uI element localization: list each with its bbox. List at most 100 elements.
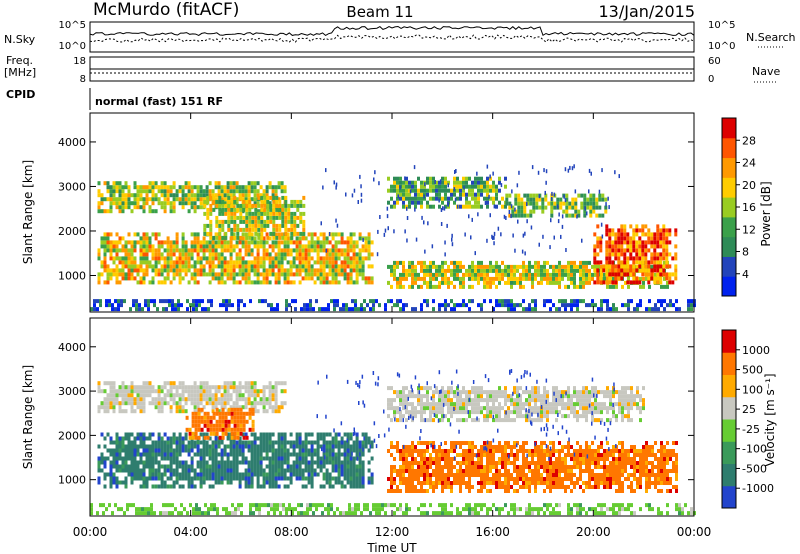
- heatmap-cell: [151, 232, 155, 237]
- heatmap-cell: [310, 444, 314, 449]
- heatmap-cell: [656, 228, 660, 233]
- heatmap-cell: [420, 268, 423, 273]
- heatmap-cell: [262, 264, 266, 269]
- heatmap-cell: [387, 414, 390, 419]
- heatmap-cell: [223, 397, 227, 402]
- heatmap-cell: [220, 244, 224, 249]
- heatmap-cell: [286, 460, 290, 465]
- heatmap-cell: [220, 464, 224, 469]
- heatmap-cell: [218, 435, 222, 440]
- heatmap-cell: [166, 381, 170, 386]
- heatmap-cell: [226, 276, 230, 281]
- heatmap-cell: [236, 435, 240, 440]
- heatmap-cell: [206, 435, 210, 440]
- heatmap-cell: [274, 397, 278, 402]
- heatmap-cell: [205, 444, 209, 449]
- heatmap-cell: [675, 307, 678, 312]
- heatmap-cell: [253, 181, 257, 186]
- heatmap-cell: [220, 401, 224, 406]
- heatmap-cell: [142, 256, 146, 261]
- heatmap-cell: [468, 268, 471, 273]
- heatmap-cell: [160, 264, 164, 269]
- heatmap-cell: [247, 264, 251, 269]
- heatmap-cell: [248, 235, 252, 240]
- heatmap-cell: [232, 385, 236, 390]
- heatmap-cell: [588, 272, 591, 277]
- heatmap-cell: [310, 244, 314, 249]
- heatmap-cell: [271, 397, 275, 402]
- heatmap-cell: [441, 176, 444, 181]
- heatmap-cell: [493, 204, 496, 209]
- heatmap-cell: [579, 264, 582, 269]
- heatmap-cell: [546, 414, 549, 419]
- heatmap-cell: [233, 419, 237, 424]
- heatmap-cell: [632, 248, 636, 253]
- heatmap-cell: [175, 197, 179, 202]
- heatmap-cell: [163, 280, 167, 285]
- heatmap-cell: [629, 256, 633, 261]
- heatmap-cell: [531, 299, 534, 304]
- heatmap-cell: [106, 185, 110, 190]
- heatmap-cell: [263, 227, 267, 232]
- heatmap-cell: [109, 405, 113, 410]
- heatmap-cell: [133, 440, 137, 445]
- heatmap-cell: [133, 452, 137, 457]
- heatmap-cell: [552, 410, 555, 415]
- heatmap-cell: [277, 264, 281, 269]
- heatmap-cell: [325, 444, 329, 449]
- heatmap-cell: [447, 394, 450, 399]
- heatmap-cell: [584, 206, 587, 211]
- heatmap-cell: [340, 248, 344, 253]
- heatmap-cell: [199, 381, 203, 386]
- heatmap-cell: [423, 272, 426, 277]
- heatmap-cell: [459, 394, 462, 399]
- heatmap-cell: [217, 468, 221, 473]
- heatmap-cell: [513, 398, 516, 403]
- heatmap-cell: [163, 464, 167, 469]
- heatmap-cell: [289, 440, 293, 445]
- heatmap-cell: [492, 188, 495, 193]
- heatmap-cell: [608, 260, 612, 265]
- heatmap-cell: [665, 244, 669, 249]
- heatmap-cell: [507, 272, 510, 277]
- heatmap-cell: [310, 448, 314, 453]
- heatmap-cell: [665, 252, 669, 257]
- heatmap-cell: [130, 440, 134, 445]
- heatmap-cell: [408, 184, 411, 189]
- heatmap-cell: [238, 393, 242, 398]
- heatmap-cell: [432, 272, 435, 277]
- heatmap-cell: [307, 260, 311, 265]
- heatmap-cell: [130, 268, 134, 273]
- heatmap-cell: [280, 468, 284, 473]
- heatmap-cell: [674, 264, 678, 269]
- heatmap-cell: [268, 252, 272, 257]
- heatmap-cell: [190, 476, 194, 481]
- heatmap-cell: [647, 268, 651, 273]
- heatmap-cell: [313, 248, 317, 253]
- heatmap-cell: [160, 405, 164, 410]
- heatmap-cell: [271, 244, 275, 249]
- heatmap-cell: [510, 264, 513, 269]
- heatmap-cell: [471, 268, 474, 273]
- heatmap-cell: [465, 184, 468, 189]
- heatmap-cell: [109, 397, 113, 402]
- heatmap-cell: [169, 256, 173, 261]
- heatmap-cell: [570, 272, 573, 277]
- heatmap-cell: [233, 431, 237, 436]
- heatmap-cell: [172, 209, 176, 214]
- heatmap-cell: [136, 448, 140, 453]
- heatmap-cell: [296, 223, 300, 228]
- heatmap-cell: [248, 223, 252, 228]
- heatmap-cell: [256, 464, 260, 469]
- heatmap-cell: [169, 397, 173, 402]
- heatmap-cell: [355, 480, 359, 485]
- heatmap-cell: [535, 193, 539, 198]
- heatmap-cell: [355, 444, 359, 449]
- heatmap-cell: [169, 448, 173, 453]
- heatmap-cell: [417, 394, 420, 399]
- heatmap-cell: [201, 299, 204, 304]
- heatmap-cell: [361, 484, 365, 489]
- heatmap-cell: [229, 460, 233, 465]
- heatmap-cell: [181, 472, 185, 477]
- heatmap-cell: [121, 248, 125, 253]
